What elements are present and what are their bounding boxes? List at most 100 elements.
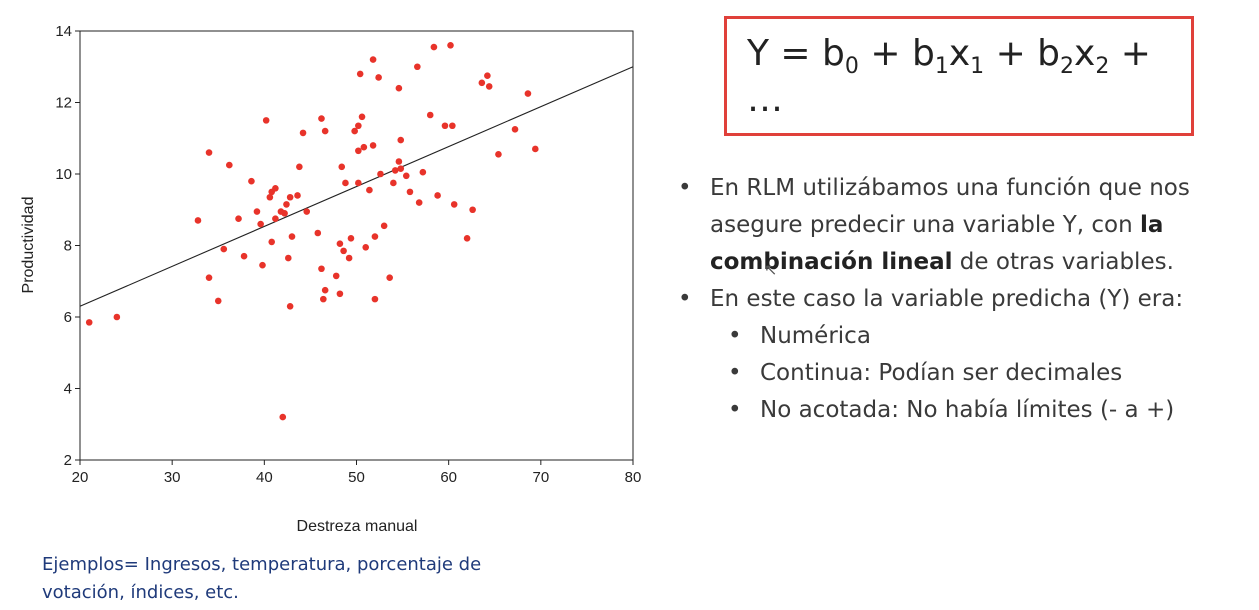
data-point: [288, 233, 296, 240]
data-point: [369, 142, 377, 149]
data-point: [419, 168, 427, 176]
data-point: [386, 274, 393, 281]
data-point: [113, 313, 121, 321]
data-point: [321, 127, 329, 135]
x-tick-label: 40: [256, 469, 273, 486]
y-tick-label: 14: [55, 23, 72, 40]
x-axis-label: Destreza manual: [297, 518, 418, 535]
x-tick-label: 60: [440, 469, 457, 486]
plot-frame: [79, 30, 634, 461]
formula-text: Y = b0 + b1x1 + b2x2 + …: [747, 32, 1151, 120]
data-point: [449, 122, 456, 130]
data-point: [318, 115, 325, 122]
data-point: [371, 295, 379, 303]
data-point: [257, 220, 264, 228]
axis-ticks: 20 30 40 50 60 70 80 2 4 6 8 10 12 14: [55, 23, 641, 486]
data-point: [402, 172, 410, 180]
y-tick-label: 8: [64, 238, 72, 255]
regression-line: [79, 66, 634, 307]
data-point: [356, 70, 364, 78]
data-point: [320, 295, 327, 303]
bullet-item-rlm: En RLM utilizábamos una función que nos …: [670, 170, 1250, 281]
data-point: [351, 127, 358, 135]
y-tick-label: 6: [64, 309, 72, 326]
data-point: [430, 43, 438, 51]
data-point: [414, 63, 421, 71]
data-points: [85, 42, 539, 421]
data-point: [355, 179, 362, 187]
y-axis-label: Productividad: [20, 197, 37, 294]
examples-footnote: Ejemplos= Ingresos, temperatura, porcent…: [42, 554, 482, 603]
data-point: [286, 302, 294, 310]
data-point: [469, 206, 476, 214]
data-point: [303, 208, 311, 215]
data-point: [355, 147, 362, 155]
data-point: [279, 413, 287, 421]
data-point: [369, 56, 377, 63]
data-point: [340, 247, 347, 255]
data-point: [294, 192, 301, 199]
sub-bullet-no-acotada: No acotada: No había límites (- a +): [670, 392, 1250, 429]
bold-phrase: la combinación lineal: [710, 212, 1164, 275]
scatter-chart: 20 30 40 50 60 70 80 2 4 6 8 10 12 14 Destreza manual…: [20, 23, 641, 535]
data-point: [248, 177, 255, 185]
data-point: [390, 179, 397, 187]
data-point: [358, 113, 366, 121]
formula-box: Y = b0 + b1x1 + b2x2 + …: [724, 16, 1194, 136]
data-point: [296, 163, 303, 171]
data-point: [220, 245, 228, 253]
data-point: [355, 122, 362, 130]
data-point: [406, 188, 414, 196]
data-point: [377, 170, 384, 178]
data-point: [318, 265, 325, 273]
data-point: [395, 158, 403, 165]
data-point: [266, 193, 274, 201]
data-point: [426, 111, 434, 119]
data-point: [441, 122, 449, 130]
y-tick-label: 10: [55, 166, 72, 183]
x-tick-label: 20: [72, 469, 89, 486]
data-point: [299, 129, 307, 137]
data-point: [380, 222, 388, 230]
sub-bullet-continua: Continua: Podían ser decimales: [670, 355, 1250, 392]
data-point: [342, 179, 349, 187]
data-point: [336, 290, 344, 298]
data-point: [371, 233, 379, 240]
data-point: [262, 117, 270, 124]
data-point: [450, 201, 458, 208]
data-point: [434, 192, 441, 199]
data-point: [214, 297, 222, 305]
data-point: [345, 254, 353, 262]
data-point: [336, 240, 344, 248]
y-tick-label: 12: [55, 95, 72, 112]
data-point: [532, 145, 539, 153]
data-point: [397, 165, 405, 172]
data-point: [495, 151, 502, 158]
bullet-list: En RLM utilizábamos una función que nos …: [670, 170, 1250, 429]
data-point: [395, 84, 403, 92]
data-point: [524, 90, 532, 97]
data-point: [205, 149, 213, 156]
bullet-item-variable: En este caso la variable predicha (Y) er…: [670, 281, 1250, 318]
data-point: [332, 272, 340, 280]
data-point: [272, 185, 279, 192]
data-point: [347, 235, 355, 242]
data-point: [338, 163, 346, 171]
data-point: [259, 261, 266, 269]
data-point: [415, 199, 423, 206]
data-point: [286, 193, 294, 201]
data-point: [226, 161, 233, 169]
data-point: [397, 136, 405, 144]
x-tick-label: 50: [348, 469, 365, 486]
sub-bullet-numerica: Numérica: [670, 318, 1250, 355]
data-point: [366, 186, 373, 194]
x-tick-label: 80: [625, 469, 642, 486]
data-point: [485, 83, 493, 90]
data-point: [314, 229, 322, 237]
data-point: [478, 79, 486, 87]
mouse-cursor-icon: ↖: [764, 260, 778, 279]
data-point: [284, 254, 292, 262]
data-point: [253, 208, 261, 215]
y-tick-label: 4: [64, 381, 72, 398]
data-point: [235, 215, 242, 222]
